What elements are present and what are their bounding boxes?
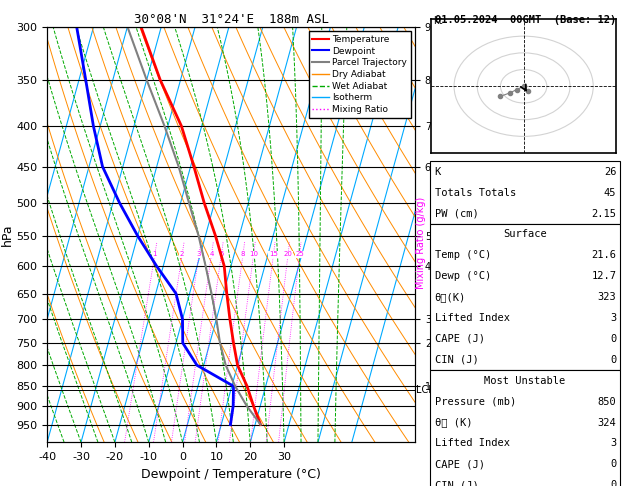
Title: 30°08'N  31°24'E  188m ASL: 30°08'N 31°24'E 188m ASL <box>133 13 329 26</box>
Text: Lifted Index: Lifted Index <box>435 438 509 449</box>
Text: 01.05.2024  00GMT  (Base: 12): 01.05.2024 00GMT (Base: 12) <box>435 15 616 25</box>
Text: 4: 4 <box>209 251 214 257</box>
Text: LCL: LCL <box>416 385 433 395</box>
Legend: Temperature, Dewpoint, Parcel Trajectory, Dry Adiabat, Wet Adiabat, Isotherm, Mi: Temperature, Dewpoint, Parcel Trajectory… <box>309 31 411 118</box>
Text: Dewp (°C): Dewp (°C) <box>435 271 491 281</box>
Text: 323: 323 <box>598 292 616 302</box>
Y-axis label: hPa: hPa <box>1 223 14 246</box>
Text: 0: 0 <box>610 355 616 365</box>
Text: 0: 0 <box>610 480 616 486</box>
Text: 3: 3 <box>197 251 201 257</box>
Text: CIN (J): CIN (J) <box>435 355 479 365</box>
Text: CAPE (J): CAPE (J) <box>435 334 484 344</box>
Text: CAPE (J): CAPE (J) <box>435 459 484 469</box>
Text: 25: 25 <box>295 251 304 257</box>
Text: 20: 20 <box>284 251 292 257</box>
Text: 45: 45 <box>604 188 616 198</box>
Text: 850: 850 <box>598 397 616 407</box>
Text: K: K <box>435 167 441 177</box>
Text: 2: 2 <box>180 251 184 257</box>
Text: 3: 3 <box>610 313 616 323</box>
Text: 3: 3 <box>610 438 616 449</box>
Text: CIN (J): CIN (J) <box>435 480 479 486</box>
Text: 1: 1 <box>153 251 157 257</box>
Text: 26: 26 <box>604 167 616 177</box>
Text: 324: 324 <box>598 417 616 428</box>
Text: 15: 15 <box>269 251 278 257</box>
Text: Lifted Index: Lifted Index <box>435 313 509 323</box>
Text: 8: 8 <box>241 251 245 257</box>
Text: Temp (°C): Temp (°C) <box>435 250 491 260</box>
Text: Totals Totals: Totals Totals <box>435 188 516 198</box>
Text: 10: 10 <box>249 251 258 257</box>
Text: Surface: Surface <box>503 229 547 240</box>
Text: θᴁ (K): θᴁ (K) <box>435 417 472 428</box>
Text: Mixing Ratio (g/kg): Mixing Ratio (g/kg) <box>416 197 426 289</box>
Text: PW (cm): PW (cm) <box>435 208 479 219</box>
Text: © weatheronline.co.uk: © weatheronline.co.uk <box>464 471 587 481</box>
Text: 12.7: 12.7 <box>591 271 616 281</box>
Text: 5: 5 <box>219 251 223 257</box>
Text: kt: kt <box>433 17 443 26</box>
X-axis label: Dewpoint / Temperature (°C): Dewpoint / Temperature (°C) <box>142 468 321 481</box>
Text: 2.15: 2.15 <box>591 208 616 219</box>
Text: Pressure (mb): Pressure (mb) <box>435 397 516 407</box>
Text: 0: 0 <box>610 334 616 344</box>
Text: 21.6: 21.6 <box>591 250 616 260</box>
Y-axis label: km
ASL: km ASL <box>442 224 460 245</box>
Text: 0: 0 <box>610 459 616 469</box>
Text: θᴁ(K): θᴁ(K) <box>435 292 466 302</box>
Text: Most Unstable: Most Unstable <box>484 376 565 386</box>
